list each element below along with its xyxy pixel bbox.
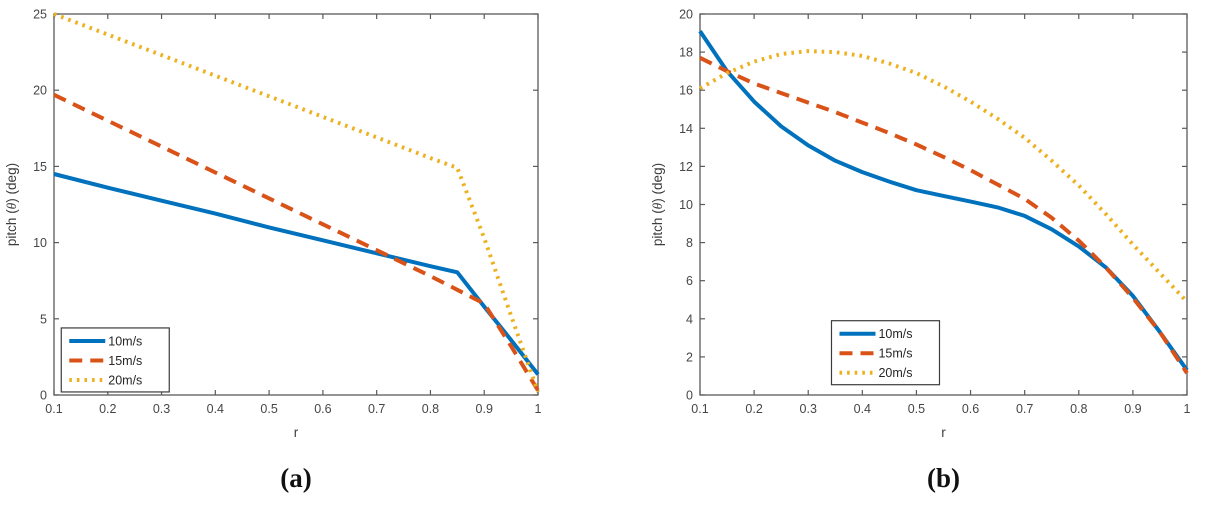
y-tick-label: 20 (679, 8, 693, 22)
legend-label: 15m/s (878, 347, 912, 361)
x-tick-label: 0.1 (45, 402, 62, 416)
x-axis-label: r (941, 425, 946, 440)
y-tick-label: 12 (679, 160, 693, 174)
chart-a: 0.1 0.2 0.3 0.4 0.5 0.6 0.7 0.8 0.9 1 0 5 10 15 20 25 r p… (0, 0, 630, 457)
y-axis-label: pitch (θ) (deg) (650, 163, 665, 246)
x-tick-label: 0.4 (854, 402, 871, 416)
x-tick-label: 0.6 (314, 402, 331, 416)
x-axis-label: r (294, 425, 299, 440)
y-tick-label: 2 (686, 350, 693, 364)
series-line-15m-s (699, 56, 1189, 375)
x-tick-label: 1 (535, 402, 542, 416)
y-tick-label: 20 (33, 84, 47, 98)
legend-label: 10m/s (878, 327, 912, 341)
series-line-15m-s (53, 92, 540, 392)
x-tick-label: 0.3 (800, 402, 817, 416)
series-line-20m-s (699, 49, 1189, 304)
x-tick-label: 0.7 (368, 402, 385, 416)
legend-label: 20m/s (108, 373, 142, 387)
x-tick-label: 0.8 (1070, 402, 1087, 416)
x-tick-label: 0.7 (1016, 402, 1033, 416)
x-tick-label: 1 (1184, 402, 1191, 416)
y-tick-label: 0 (686, 389, 693, 403)
legend-label: 15m/s (108, 354, 142, 368)
y-tick-label: 8 (686, 236, 693, 250)
y-tick-label: 18 (679, 46, 693, 60)
x-tick-label: 0.9 (1124, 402, 1141, 416)
y-tick-label: 10 (679, 198, 693, 212)
x-tick-label: 0.1 (691, 402, 708, 416)
y-tick-label: 14 (679, 122, 693, 136)
x-tick-label: 0.9 (476, 402, 493, 416)
legend-label: 20m/s (878, 366, 912, 380)
x-tick-label: 0.4 (207, 402, 224, 416)
caption-b: (b) (927, 463, 960, 493)
chart-svg-a: 0.1 0.2 0.3 0.4 0.5 0.6 0.7 0.8 0.9 10510152025rp… (4, 8, 542, 441)
x-tick-label: 0.2 (745, 402, 762, 416)
y-tick-label: 16 (679, 84, 693, 98)
legend-label: 10m/s (108, 334, 142, 348)
y-tick-label: 25 (33, 8, 47, 22)
y-tick-label: 0 (40, 389, 47, 403)
panel-b: 0.1 0.2 0.3 0.4 0.5 0.6 0.7 0.8 0.9 1 0 2 4 6 8 10 12 14 1… (630, 0, 1227, 492)
x-tick-label: 0.3 (153, 402, 170, 416)
y-tick-label: 4 (686, 312, 693, 326)
x-tick-label: 0.6 (962, 402, 979, 416)
legend: 10m/s 15m/s 20m/s (60, 327, 170, 393)
legend: 10m/s 15m/s 20m/s (830, 320, 941, 386)
x-tick-label: 0.5 (908, 402, 925, 416)
x-tick-label: 0.8 (422, 402, 439, 416)
x-tick-label: 0.2 (99, 402, 116, 416)
series-line-10m-s (698, 29, 1189, 372)
caption-a: (a) (280, 463, 312, 493)
y-tick-label: 15 (33, 160, 47, 174)
y-tick-label: 10 (33, 236, 47, 250)
y-tick-label: 5 (40, 312, 47, 326)
plot-border (699, 13, 1188, 396)
y-axis-label: pitch (θ) (deg) (4, 163, 19, 246)
panel-a: 0.1 0.2 0.3 0.4 0.5 0.6 0.7 0.8 0.9 1 0 5 10 15 20 25 r p… (0, 0, 630, 492)
y-tick-label: 6 (686, 274, 693, 288)
x-tick-label: 0.5 (260, 402, 277, 416)
chart-svg-b: 0.1 0.2 0.3 0.4 0.5 0.6 0.7 0.8 0.9 1024681012141… (650, 8, 1191, 441)
chart-b: 0.1 0.2 0.3 0.4 0.5 0.6 0.7 0.8 0.9 1 0 2 4 6 8 10 12 14 1… (630, 0, 1227, 457)
